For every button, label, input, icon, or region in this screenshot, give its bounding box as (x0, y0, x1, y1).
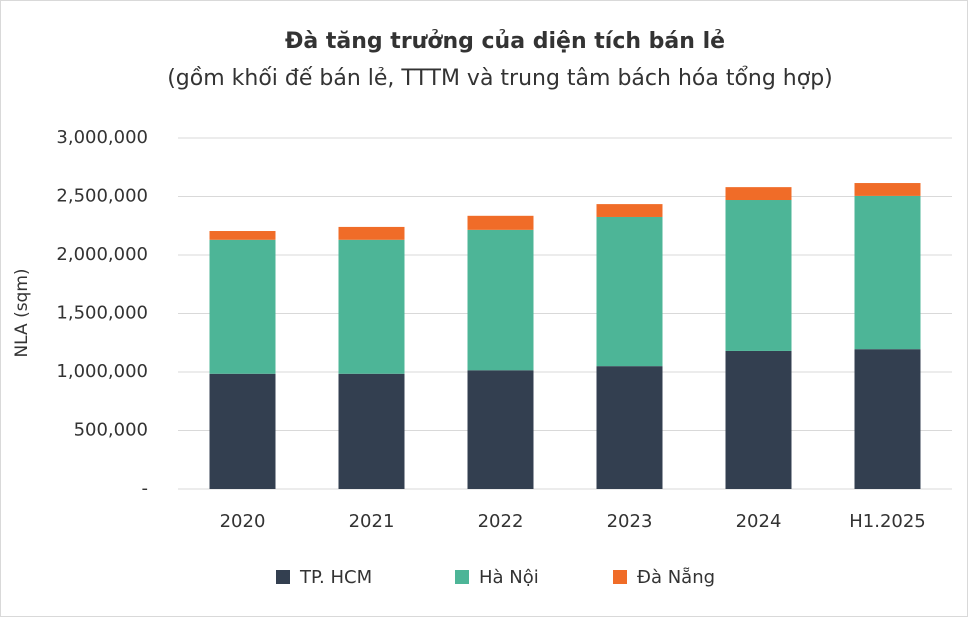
x-tick-label: 2022 (478, 511, 524, 532)
y-tick-label: 2,000,000 (56, 244, 148, 265)
bar-segment (338, 226, 405, 240)
bar-segment (854, 349, 921, 489)
bar-segment (854, 183, 921, 196)
y-tick-label: 1,500,000 (56, 303, 148, 324)
legend-swatch (276, 570, 290, 584)
y-tick-label: - (142, 478, 149, 499)
legend-label: Hà Nội (479, 567, 539, 588)
bar-segment (854, 195, 921, 350)
legend-swatch (455, 570, 469, 584)
bar-segment (467, 215, 534, 230)
legend-label: TP. HCM (299, 567, 372, 588)
bar-segment (725, 200, 792, 351)
bar-segment (596, 216, 663, 367)
y-tick-label: 2,500,000 (56, 186, 148, 207)
bar-segment (209, 231, 276, 240)
x-tick-label: 2020 (220, 511, 266, 532)
legend-swatch (613, 570, 627, 584)
legend-label: Đà Nẵng (637, 567, 715, 588)
chart-subtitle: (gồm khối đế bán lẻ, TTTM và trung tâm b… (167, 66, 833, 91)
y-tick-label: 500,000 (74, 420, 148, 441)
chart-title: Đà tăng trưởng của diện tích bán lẻ (285, 29, 725, 54)
x-tick-label: 2023 (607, 511, 653, 532)
y-tick-label: 3,000,000 (56, 127, 148, 148)
bar-segment (467, 229, 534, 371)
bar-segment (596, 204, 663, 217)
x-tick-label: H1.2025 (849, 511, 926, 532)
bar-segment (209, 373, 276, 489)
bar-segment (725, 187, 792, 201)
bar-segment (209, 239, 276, 374)
x-tick-label: 2024 (736, 511, 782, 532)
y-axis-label: NLA (sqm) (12, 268, 32, 357)
y-tick-label: 1,000,000 (56, 361, 148, 382)
x-tick-label: 2021 (349, 511, 395, 532)
bar-segment (596, 366, 663, 489)
bar-segment (725, 350, 792, 489)
bar-segment (338, 373, 405, 489)
bar-segment (338, 239, 405, 374)
bar-segment (467, 370, 534, 489)
